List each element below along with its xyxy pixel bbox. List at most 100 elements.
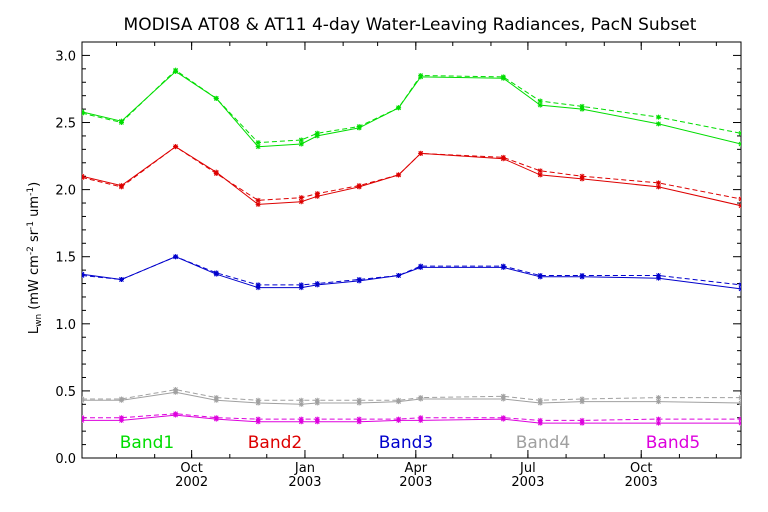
x-tick-month: Jan xyxy=(294,461,315,476)
data-point xyxy=(298,401,304,407)
series-layer xyxy=(82,67,741,426)
x-tick-year: 2003 xyxy=(625,475,658,490)
y-tick-label: 1.5 xyxy=(55,251,76,266)
data-point xyxy=(579,176,585,182)
data-point xyxy=(213,415,219,421)
data-point xyxy=(255,197,261,203)
data-point xyxy=(173,254,179,260)
data-point xyxy=(655,180,661,186)
series-line-solid xyxy=(82,70,741,148)
plot-frame xyxy=(81,41,742,459)
data-point xyxy=(118,184,124,190)
data-point xyxy=(396,397,402,403)
data-point xyxy=(213,171,219,177)
data-point xyxy=(418,263,424,269)
data-point xyxy=(314,130,320,136)
data-point xyxy=(537,172,543,178)
data-point xyxy=(537,272,543,278)
data-point xyxy=(213,270,219,276)
data-point xyxy=(255,397,261,403)
data-point xyxy=(298,285,304,291)
y-tick-label: 2.5 xyxy=(55,117,76,132)
data-point xyxy=(655,121,661,127)
data-point xyxy=(500,415,506,421)
series-line-dashed xyxy=(82,256,741,286)
legend-item-band2: Band2 xyxy=(248,433,302,453)
data-point xyxy=(314,133,320,139)
data-point xyxy=(314,419,320,425)
data-point xyxy=(356,416,362,422)
data-point xyxy=(118,396,124,402)
y-tick-label: 2.0 xyxy=(55,184,76,199)
data-point xyxy=(255,419,261,425)
data-point xyxy=(537,102,543,108)
data-point xyxy=(255,400,261,406)
data-point xyxy=(579,399,585,405)
data-point xyxy=(356,419,362,425)
data-point xyxy=(579,420,585,426)
data-point xyxy=(537,397,543,403)
data-point xyxy=(738,130,741,136)
data-point xyxy=(396,105,402,111)
series-band4 xyxy=(82,387,741,407)
data-point xyxy=(173,411,179,417)
data-point xyxy=(118,120,124,126)
data-point xyxy=(356,400,362,406)
x-tick-month: Oct xyxy=(180,461,202,476)
legend-item-band4: Band4 xyxy=(516,433,570,453)
series-line-solid xyxy=(82,146,741,207)
data-point xyxy=(118,277,124,283)
data-point xyxy=(173,389,179,395)
legend: Band1 Band2 Band3 Band4 Band5 xyxy=(120,433,700,453)
data-point xyxy=(500,154,506,160)
data-point xyxy=(579,272,585,278)
data-point xyxy=(418,73,424,79)
y-tick-label: 3.0 xyxy=(55,49,76,64)
series-line-solid xyxy=(82,256,741,290)
data-point xyxy=(82,396,85,402)
data-point xyxy=(298,195,304,201)
data-point xyxy=(500,396,506,402)
series-band2 xyxy=(82,144,741,209)
data-point xyxy=(298,419,304,425)
data-point xyxy=(396,172,402,178)
data-point xyxy=(537,98,543,104)
data-point xyxy=(655,184,661,190)
data-point xyxy=(213,397,219,403)
series-line-dashed xyxy=(82,146,741,201)
legend-item-band5: Band5 xyxy=(646,433,700,453)
y-tick-label: 0.5 xyxy=(55,385,76,400)
data-point xyxy=(298,282,304,288)
data-point xyxy=(500,263,506,269)
series-line-dashed xyxy=(82,69,741,144)
data-point xyxy=(298,137,304,143)
data-point xyxy=(579,417,585,423)
data-point xyxy=(356,397,362,403)
data-point xyxy=(655,272,661,278)
x-tick-month: Apr xyxy=(405,461,428,476)
data-point xyxy=(356,183,362,189)
data-point xyxy=(314,416,320,422)
data-point xyxy=(537,400,543,406)
data-point xyxy=(314,191,320,197)
y-tick-label: 0.0 xyxy=(55,452,76,467)
data-point xyxy=(173,387,179,393)
data-point xyxy=(418,395,424,401)
data-point xyxy=(396,416,402,422)
data-point xyxy=(418,415,424,421)
data-point xyxy=(314,193,320,199)
data-point xyxy=(655,399,661,405)
data-point xyxy=(213,395,219,401)
data-point xyxy=(118,417,124,423)
series-band5 xyxy=(82,411,741,426)
data-point xyxy=(738,196,741,202)
data-point xyxy=(537,417,543,423)
data-point xyxy=(579,103,585,109)
data-point xyxy=(418,417,424,423)
data-point xyxy=(298,141,304,147)
data-point xyxy=(655,114,661,120)
y-axis: 0.0 0.5 1.0 1.5 2.0 2.5 3.0 xyxy=(55,49,741,467)
data-point xyxy=(738,395,741,401)
data-point xyxy=(314,397,320,403)
